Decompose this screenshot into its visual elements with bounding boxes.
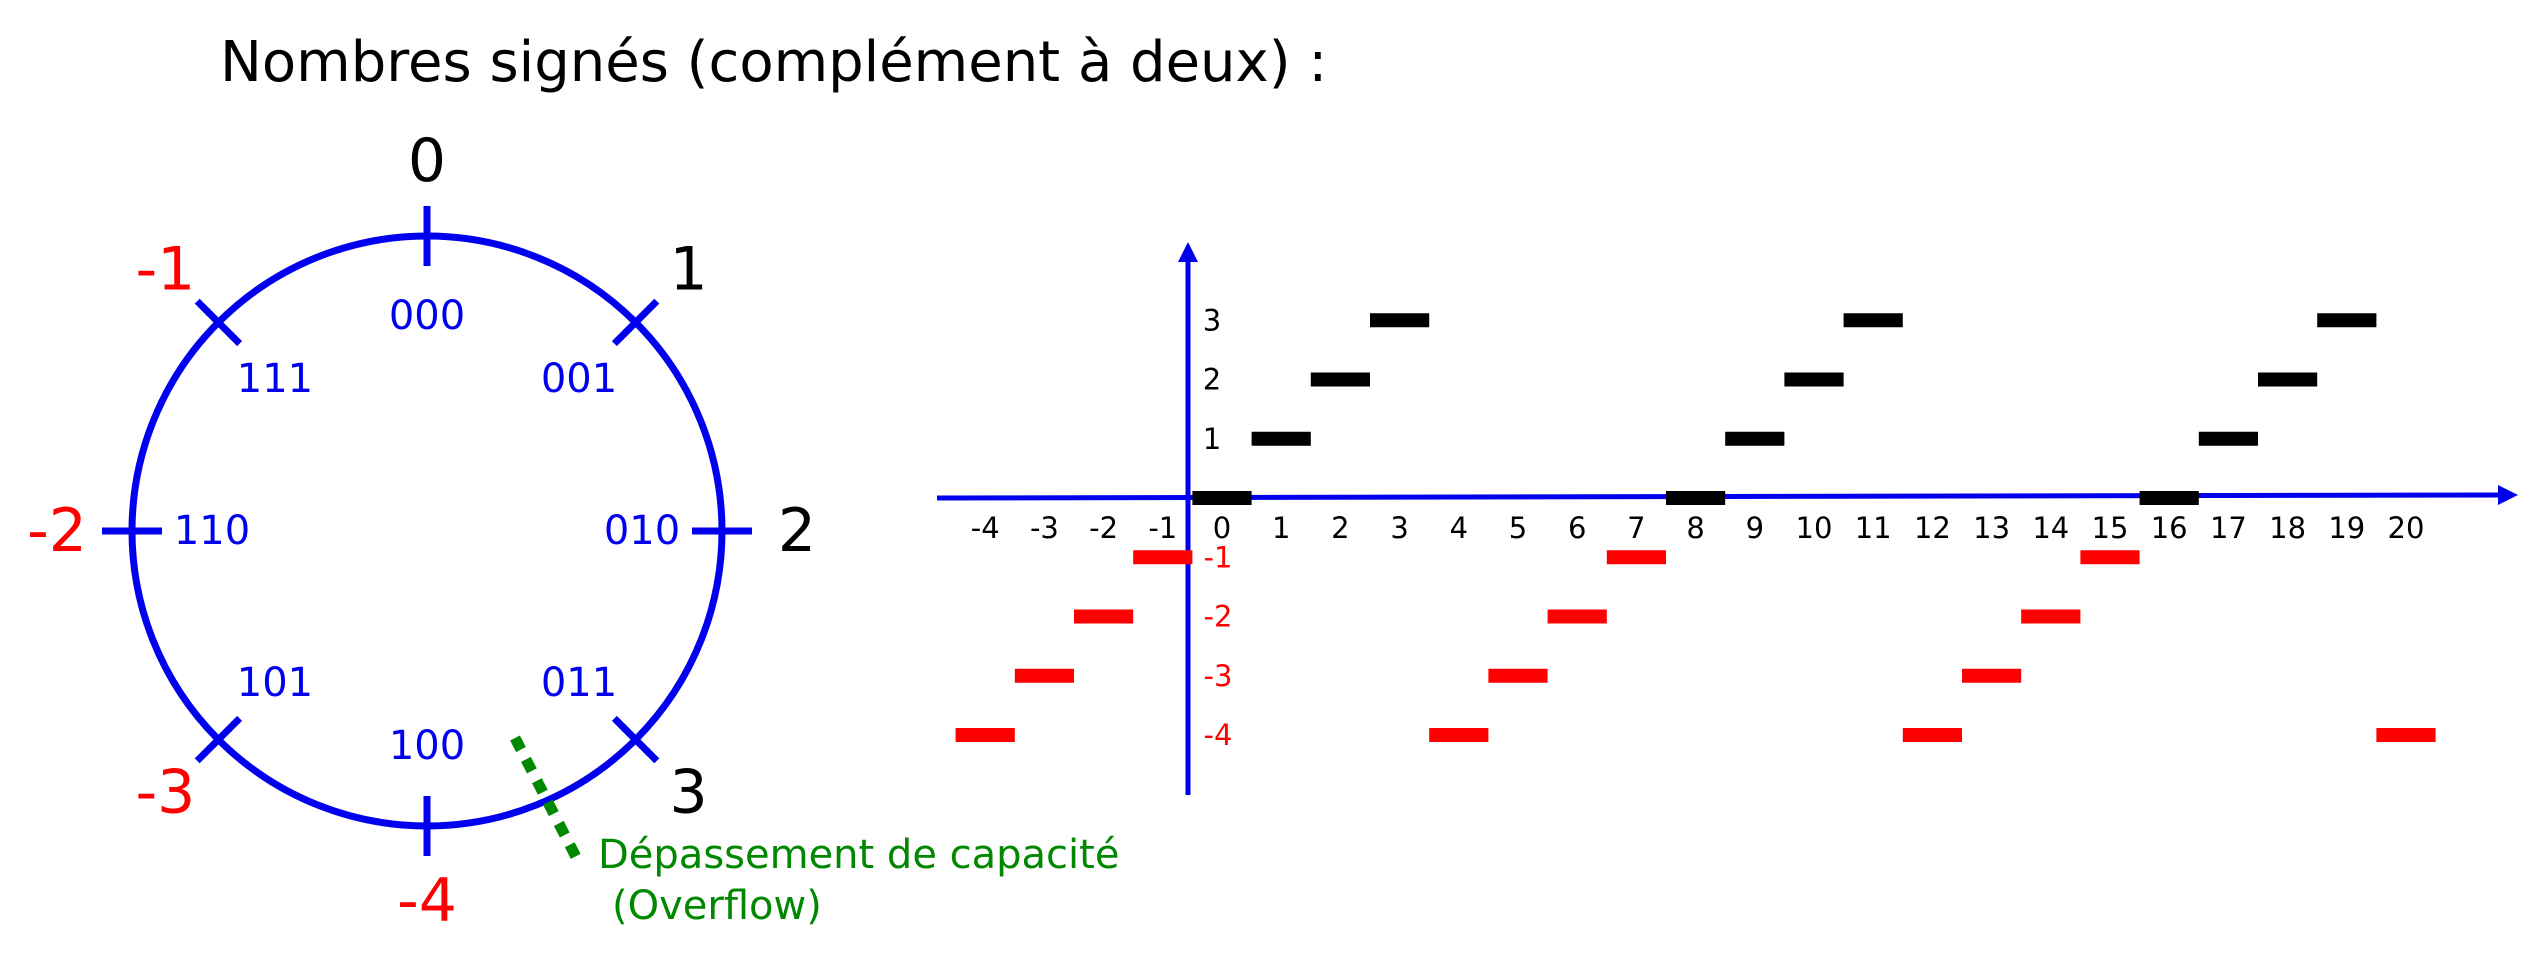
x-tick-label: 7 [1627,511,1645,545]
wheel-code-label: 111 [237,356,313,402]
wheel-value-label: -4 [397,866,457,936]
x-tick-label: 17 [2210,511,2247,545]
wheel-ticks [102,206,752,856]
x-tick-label: 3 [1390,511,1408,545]
y-tick-label: -3 [1204,659,1233,693]
page-title: Nombres signés (complément à deux) : [220,30,1328,95]
x-tick-label: 2 [1331,511,1349,545]
x-tick-label: 15 [2092,511,2129,545]
data-point [1251,431,1311,446]
wheel-tick [194,298,243,347]
data-marks [955,313,2436,742]
data-point [2376,728,2436,742]
data-point [1902,728,1962,742]
data-point [1014,668,1074,683]
wheel-value-label: 2 [778,496,816,566]
wraparound-chart: -4 -3 -2 -1 0 1 2 3 4 5 6 7 8 9 10 11 12 13 14 15 16 17 18 19 20… [936,242,2518,795]
data-point [2258,372,2318,387]
wheel-code-label: 000 [389,293,465,339]
x-tick-label: 14 [2032,511,2069,545]
wheel-tick [194,715,243,764]
data-point [1725,431,1785,446]
twos-complement-wheel: 000 001 010 011 100 101 110 111 0 1 2 3 -4 -3 -2 -1 Dé… [27,126,1119,936]
x-tick-label: 10 [1796,511,1833,545]
x-tick-labels: -4 -3 -2 -1 0 1 2 3 4 5 6 7 8 9 10 11 12 13 14 15 16 17 18 19 20 [971,511,2425,545]
data-point [1133,550,1193,565]
data-point [1784,372,1844,387]
wheel-code-label: 001 [541,356,617,402]
data-point [1843,313,1903,328]
data-point [2080,550,2140,565]
data-point [1962,668,2022,683]
wheel-value-label: -1 [135,234,195,304]
data-point [1192,491,1252,505]
x-tick-label: -4 [971,511,1000,545]
data-point [1370,313,1430,328]
y-tick-label: 1 [1203,422,1221,456]
x-tick-label: 8 [1686,511,1704,545]
wheel-value-label: 1 [670,234,708,304]
x-tick-label: -1 [1148,511,1177,545]
wheel-code-label: 110 [174,508,250,554]
y-tick-labels: 1 2 3 -1 -2 -3 -4 [1203,303,1233,752]
x-tick-label: 19 [2328,511,2365,545]
overflow-sublabel: (Overflow) [612,883,822,929]
wheel-code-label: 011 [541,660,617,706]
x-tick-label: 1 [1272,511,1290,545]
data-point [2139,491,2199,505]
wheel-tick [611,715,660,764]
x-tick-label: 20 [2388,511,2425,545]
y-tick-label: 2 [1203,363,1221,397]
x-tick-label: 0 [1213,511,1231,545]
data-point [1074,609,1134,624]
data-point [2317,313,2377,328]
x-tick-label: 6 [1568,511,1586,545]
overflow-label: Dépassement de capacité [598,832,1119,878]
x-tick-label: -2 [1089,511,1118,545]
y-tick-label: -1 [1204,540,1233,574]
data-point [1666,491,1726,505]
data-point [2021,609,2081,624]
x-tick-label: 11 [1855,511,1892,545]
x-tick-label: 18 [2269,511,2306,545]
data-point [2198,431,2258,446]
wheel-value-label: -2 [27,496,87,566]
y-tick-label: 3 [1203,303,1221,337]
x-tick-label: -3 [1030,511,1059,545]
x-tick-label: 12 [1914,511,1951,545]
x-tick-label: 16 [2151,511,2188,545]
wheel-tick [611,298,660,347]
data-point [1488,668,1548,683]
x-tick-label: 9 [1746,511,1764,545]
data-point [955,728,1015,742]
y-tick-label: -4 [1204,718,1233,752]
wheel-binary-codes: 000 001 010 011 100 101 110 111 [174,293,680,769]
x-tick-label: 13 [1973,511,2010,545]
data-point [1310,372,1370,387]
data-point [1547,609,1607,624]
x-tick-label: 4 [1450,511,1468,545]
data-point [1606,550,1666,565]
wheel-code-label: 010 [604,508,680,554]
wheel-decimal-values: 0 1 2 3 -4 -3 -2 -1 [27,126,816,936]
y-tick-label: -2 [1204,600,1233,634]
wheel-value-label: -3 [135,758,195,828]
wheel-value-label: 0 [408,126,446,196]
x-tick-label: 5 [1509,511,1527,545]
wheel-code-label: 101 [237,660,313,706]
wheel-value-label: 3 [670,758,708,828]
data-point [1429,728,1489,742]
wheel-code-label: 100 [389,723,465,769]
